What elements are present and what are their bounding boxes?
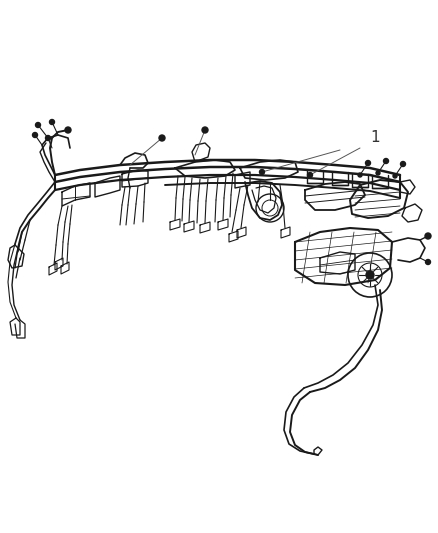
Circle shape [32, 133, 38, 138]
Circle shape [259, 169, 265, 174]
Circle shape [400, 161, 406, 166]
Circle shape [366, 271, 374, 279]
Text: 1: 1 [370, 131, 380, 146]
Circle shape [35, 123, 40, 127]
Circle shape [202, 127, 208, 133]
Circle shape [365, 160, 371, 166]
Circle shape [425, 260, 431, 264]
Circle shape [46, 135, 50, 141]
Circle shape [65, 127, 71, 133]
Circle shape [384, 158, 389, 164]
Circle shape [425, 233, 431, 239]
Circle shape [159, 135, 165, 141]
Circle shape [393, 174, 397, 178]
Circle shape [358, 173, 362, 177]
Circle shape [307, 173, 312, 177]
Circle shape [376, 171, 380, 175]
Circle shape [49, 119, 54, 125]
